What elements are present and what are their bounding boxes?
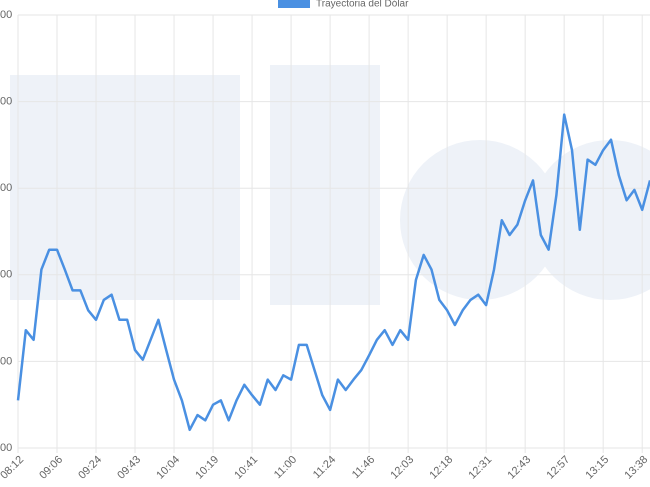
- y-tick-label: 00: [0, 9, 12, 21]
- y-tick-label: 00: [0, 182, 12, 194]
- x-tick-label: 11:24: [311, 454, 338, 481]
- x-tick-label: 12:31: [466, 454, 494, 482]
- x-tick-label: 12:18: [427, 454, 455, 482]
- x-tick-label: 11:46: [350, 454, 377, 481]
- y-tick-label: 00: [0, 442, 12, 454]
- x-tick-label: 10:04: [154, 454, 182, 482]
- y-tick-label: 00: [0, 96, 12, 108]
- x-tick-label: 10:41: [232, 454, 260, 482]
- x-tick-label: 12:03: [388, 454, 416, 482]
- y-tick-label: 00: [0, 355, 12, 367]
- x-tick-label: 12:43: [505, 454, 533, 482]
- x-tick-label: 09:43: [115, 454, 143, 482]
- y-tick-label: 00: [0, 269, 12, 281]
- x-tick-label: 08:12: [0, 454, 26, 482]
- x-tick-label: 12:57: [544, 454, 572, 482]
- x-tick-label: 09:06: [37, 454, 65, 482]
- legend-swatch: [278, 0, 310, 8]
- x-tick-label: 13:38: [622, 454, 650, 482]
- x-tick-label: 11:00: [272, 454, 299, 481]
- line: [16, 113, 650, 432]
- x-tick-label: 10:19: [193, 454, 221, 482]
- legend-label: Trayectoria del Dólar: [316, 0, 409, 10]
- x-tick-label: 13:15: [583, 454, 611, 482]
- x-tick-label: 09:24: [76, 454, 104, 482]
